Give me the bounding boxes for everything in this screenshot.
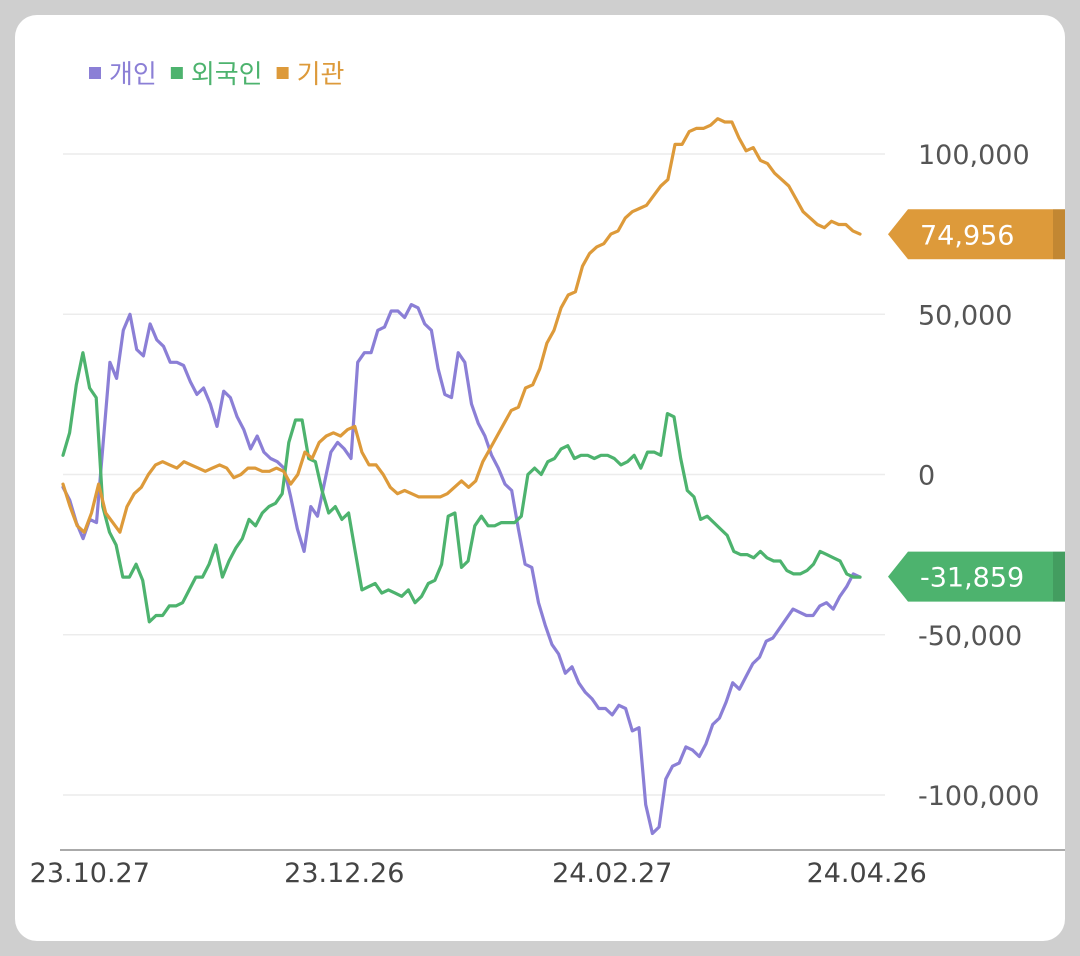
legend-swatch <box>89 67 101 79</box>
grid-lines <box>63 153 885 796</box>
legend-swatch <box>170 67 183 79</box>
y-tick-label: 100,000 <box>918 140 1030 171</box>
series-line-1 <box>61 303 862 836</box>
y-tick-label: 50,000 <box>918 300 1012 331</box>
chart-card: 100,000 50,000 0 -50,000 -100,000 23.10.27 23… <box>15 15 1065 941</box>
legend-label: 외국인 <box>191 60 263 90</box>
x-tick-label: 23.12.26 <box>284 858 404 889</box>
series-line-3 <box>61 117 862 534</box>
legend-label: 기관 <box>297 60 345 90</box>
value-badge <box>888 551 1065 602</box>
x-tick-label: 24.02.27 <box>552 858 672 889</box>
legend-label: 개인 <box>109 60 157 90</box>
value-badge <box>888 209 1065 260</box>
legend: 개인 외국인 기관 <box>89 60 344 90</box>
y-tick-label: 0 <box>918 461 935 492</box>
x-tick-label: 24.04.26 <box>807 858 927 889</box>
value-badge-edge <box>1053 209 1065 260</box>
y-tick-label: -50,000 <box>918 621 1022 652</box>
value-badge-label: 74,956 <box>920 220 1014 251</box>
value-badge-edge <box>1053 551 1065 602</box>
x-tick-label: 23.10.27 <box>30 858 150 889</box>
legend-swatch <box>276 67 289 79</box>
series-line-2 <box>61 351 862 624</box>
value-badges: 74,956 -31,859 <box>888 209 1065 602</box>
y-axis-ticks: 100,000 50,000 0 -50,000 -100,000 <box>918 140 1039 812</box>
x-axis-ticks: 23.10.27 23.12.26 24.02.27 24.04.26 <box>30 858 927 889</box>
y-tick-label: -100,000 <box>918 781 1039 812</box>
series-lines <box>61 117 862 836</box>
value-badge-label: -31,859 <box>920 563 1024 594</box>
